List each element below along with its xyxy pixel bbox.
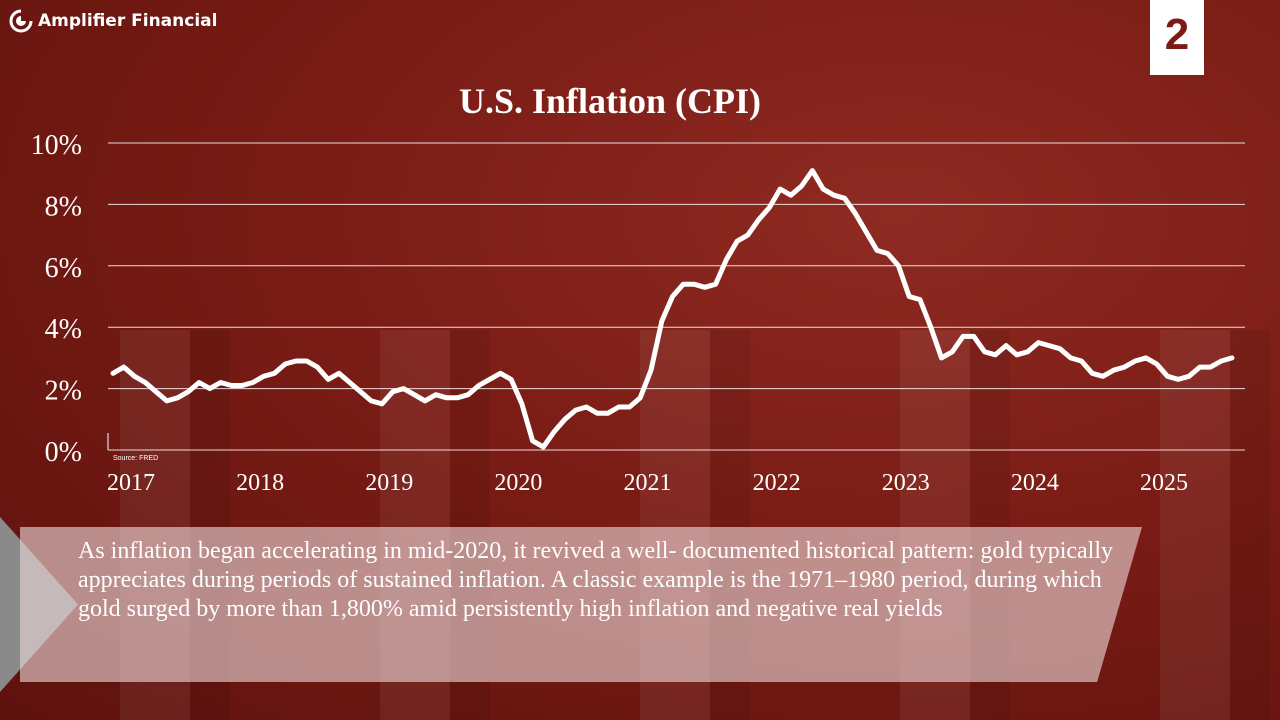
caption-panel: As inflation began accelerating in mid-2… <box>0 517 1280 692</box>
x-tick-label: 2023 <box>882 470 930 496</box>
y-tick-label: 2% <box>45 376 82 407</box>
logo-icon <box>9 9 33 33</box>
y-tick-label: 0% <box>45 437 82 468</box>
y-tick-label: 8% <box>45 191 82 222</box>
caption-box <box>20 527 1142 682</box>
cpi-series-line <box>110 168 1235 450</box>
x-tick-label: 2018 <box>236 470 284 496</box>
brand-logo: Amplifier Financial <box>8 8 217 34</box>
source-note: Source: FRED <box>113 455 158 462</box>
x-tick-label: 2019 <box>365 470 413 496</box>
y-tick-label: 4% <box>45 314 82 345</box>
x-tick-label: 2022 <box>753 470 801 496</box>
y-tick-label: 6% <box>45 253 82 284</box>
x-tick-label: 2017 <box>107 470 155 496</box>
caption-text: As inflation began accelerating in mid-2… <box>78 538 1114 622</box>
x-tick-label: 2021 <box>623 470 671 496</box>
y-tick-label: 10% <box>31 130 82 161</box>
slide-number: 2 <box>1150 0 1204 75</box>
chart-title: U.S. Inflation (CPI) <box>458 81 762 121</box>
x-tick-label: 2024 <box>1011 470 1059 496</box>
brand-name: Amplifier Financial <box>38 11 218 31</box>
x-tick-label: 2025 <box>1140 470 1188 496</box>
x-tick-label: 2020 <box>494 470 542 496</box>
